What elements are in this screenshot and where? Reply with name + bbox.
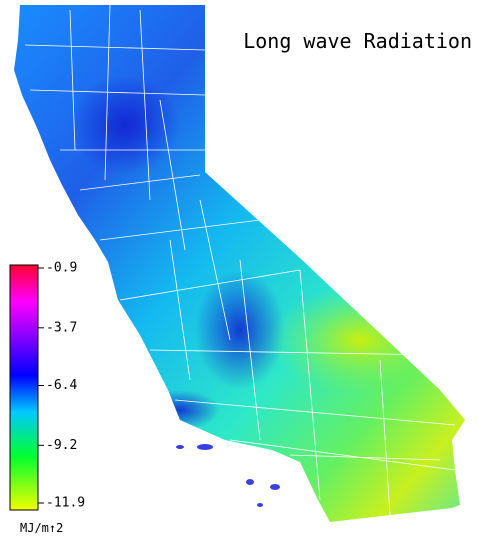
shading bbox=[140, 390, 220, 430]
colorbar-unit: MJ/m↑2 bbox=[20, 521, 63, 535]
shading bbox=[195, 270, 285, 390]
state bbox=[14, 5, 465, 522]
colorbar-tick-label: -6.4 bbox=[46, 378, 77, 393]
colorbar-tick-label: -0.9 bbox=[46, 261, 77, 276]
islands bbox=[176, 444, 280, 507]
shading bbox=[70, 75, 180, 175]
state-shape bbox=[14, 5, 465, 522]
colorbar-tick-label: -3.7 bbox=[46, 320, 77, 335]
shading bbox=[270, 285, 450, 395]
county-lines bbox=[24, 5, 456, 516]
colorbar-tick-label: -9.2 bbox=[46, 438, 77, 453]
title: Long wave Radiation bbox=[243, 29, 472, 53]
colorbar-tick-label: -11.9 bbox=[46, 496, 85, 511]
colorbar: -0.9 -3.7 -6.4 -9.2 -11.9 bbox=[9, 261, 85, 511]
colorbar-scale bbox=[9, 264, 39, 511]
